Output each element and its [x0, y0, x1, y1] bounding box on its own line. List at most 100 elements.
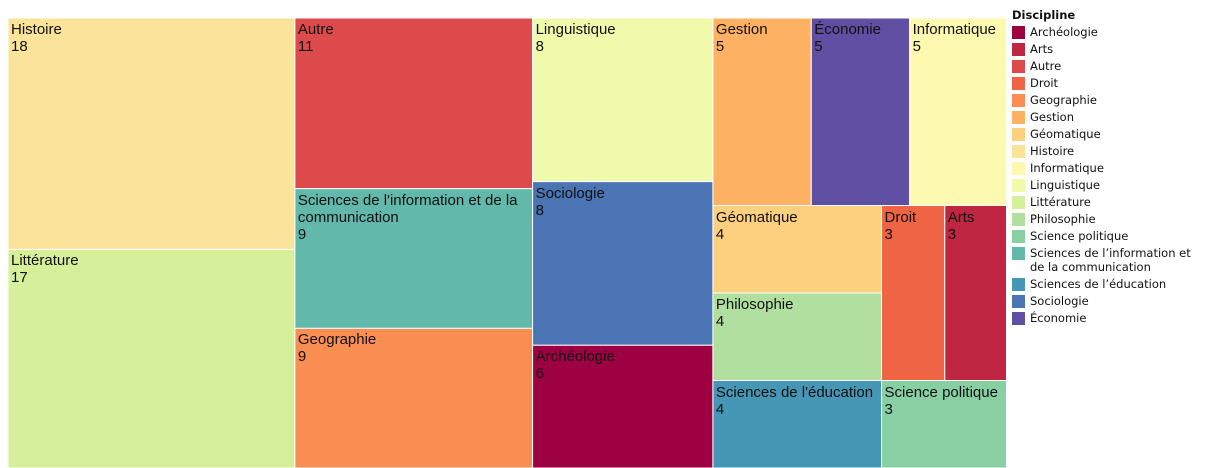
- legend-swatch: [1012, 26, 1025, 39]
- legend-item: Sociologie: [1012, 294, 1204, 308]
- tile-value: 4: [715, 225, 725, 243]
- tile-name: Archéologie: [535, 348, 615, 366]
- legend-swatch: [1012, 128, 1025, 141]
- legend-label: Sciences de l’éducation: [1030, 277, 1167, 291]
- legend-label: Science politique: [1030, 229, 1129, 243]
- legend-item: Gestion: [1012, 110, 1204, 124]
- legend-swatch: [1012, 295, 1025, 308]
- tile-value: 4: [715, 400, 725, 418]
- tile-value: 8: [535, 201, 544, 219]
- tile-name: Géomatique: [715, 208, 798, 226]
- tile-name: Histoire: [11, 21, 62, 38]
- legend-swatch: [1012, 60, 1025, 73]
- tile-value: 8: [535, 38, 544, 55]
- legend-item: Droit: [1012, 76, 1204, 90]
- legend-label: Sociologie: [1030, 294, 1089, 308]
- legend-label: Économie: [1030, 311, 1087, 325]
- tile: [712, 17, 812, 206]
- legend-swatch: [1012, 247, 1025, 260]
- tile-label: Histoire 18: [8, 18, 293, 55]
- legend-item: Geographie: [1012, 93, 1204, 107]
- tile-label: Géomatique 4: [713, 206, 880, 243]
- legend-label: Sciences de l’information et de la commu…: [1030, 246, 1191, 274]
- tile-label: Arts 3: [945, 206, 1006, 243]
- tile-label: Science politique 3: [882, 381, 1006, 418]
- legend-item: Histoire: [1012, 144, 1204, 158]
- legend-label: Philosophie: [1030, 212, 1096, 226]
- legend-item: Littérature: [1012, 195, 1204, 209]
- legend-swatch: [1012, 145, 1025, 158]
- legend-item: Sciences de l’éducation: [1012, 277, 1204, 291]
- legend-swatch: [1012, 94, 1025, 107]
- legend-item: Informatique: [1012, 161, 1204, 175]
- tile-name: Économie: [814, 21, 881, 38]
- tile-name: Droit: [884, 208, 917, 226]
- tile-value: 17: [11, 269, 28, 287]
- tile-label: Sciences de l'éducation 4: [713, 381, 880, 418]
- tile-label: Linguistique 8: [533, 18, 711, 55]
- legend-item: Économie: [1012, 311, 1204, 325]
- tile: [944, 205, 1006, 381]
- tile-name: Sociologie: [535, 184, 605, 202]
- tile-name: Autre: [297, 21, 334, 38]
- tile-value: 18: [11, 38, 28, 55]
- legend-label: Géomatique: [1030, 127, 1101, 141]
- legend-swatch: [1012, 230, 1025, 243]
- tile-label-box: Sciences de l'information et de la commu…: [297, 192, 518, 243]
- tile-value: 9: [297, 225, 307, 243]
- tile: [7, 17, 296, 250]
- tile-name: Informatique: [912, 21, 997, 38]
- tile-name: Geographie: [297, 331, 377, 349]
- legend-item: Philosophie: [1012, 212, 1204, 226]
- tile-label: Philosophie 4: [713, 293, 880, 330]
- tile-label: Sociologie 8: [533, 182, 711, 219]
- tile-value: 3: [884, 225, 893, 243]
- legend-item: Science politique: [1012, 229, 1204, 243]
- tile: [7, 248, 296, 468]
- legend-swatch: [1012, 77, 1025, 90]
- tile: [532, 181, 714, 346]
- tile-label: Économie 5: [811, 18, 907, 55]
- tile-label: Gestion 5: [713, 18, 809, 55]
- tile-value: 4: [715, 313, 725, 330]
- legend-swatch: [1012, 312, 1025, 325]
- legend-label: Autre: [1030, 59, 1062, 73]
- tile-name: Arts: [947, 208, 975, 226]
- legend-label: Gestion: [1030, 110, 1075, 124]
- tile-value: 6: [535, 365, 544, 383]
- legend-swatch: [1012, 162, 1025, 175]
- legend-item: Autre: [1012, 59, 1204, 73]
- tile: [294, 188, 534, 329]
- legend-label: Geographie: [1030, 93, 1097, 107]
- legend-swatch: [1012, 213, 1025, 226]
- tile-value: 5: [715, 38, 725, 55]
- tile: [532, 17, 714, 183]
- tile-value: 9: [297, 348, 307, 366]
- tile: [881, 205, 946, 381]
- tile-name: Gestion: [715, 21, 768, 38]
- tile-value: 11: [297, 38, 314, 55]
- tile: [881, 380, 1006, 468]
- legend-swatch: [1012, 43, 1025, 56]
- tile-name: Philosophie: [715, 296, 794, 313]
- legend-swatch: [1012, 179, 1025, 192]
- tile-label: Informatique 5: [910, 18, 1006, 55]
- tile-name: Littérature: [11, 252, 79, 270]
- legend-item: Géomatique: [1012, 127, 1204, 141]
- tile: [712, 205, 883, 294]
